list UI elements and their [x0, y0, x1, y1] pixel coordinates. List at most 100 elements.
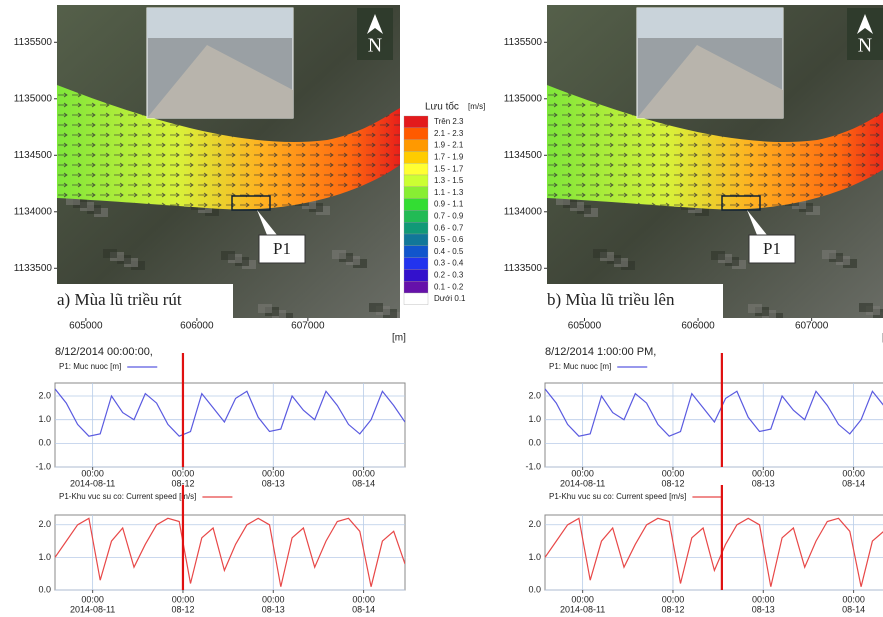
legend-label: Trên 2.3 — [434, 117, 464, 126]
x-tick-label: 00:00 — [262, 594, 285, 604]
map: N P1 a) Mùa lũ triều rút — [57, 5, 400, 318]
legend-label: P1: Muc nuoc [m] — [549, 362, 611, 371]
legend-label: 0.4 - 0.5 — [434, 247, 464, 256]
y-tick-label: 1.0 — [38, 414, 51, 424]
legend-label: 1.3 - 1.5 — [434, 176, 464, 185]
legend-label: 1.7 - 1.9 — [434, 153, 464, 162]
map-x-tick-label: 607000 — [795, 321, 829, 332]
x-tick-label: 08-12 — [661, 478, 684, 488]
north-label: N — [858, 35, 872, 57]
x-tick-label: 00:00 — [752, 594, 775, 604]
timestamp: 8/12/2014 1:00:00 PM, — [545, 346, 656, 358]
x-tick-label: 2014-08-11 — [560, 478, 605, 488]
map-x-tick-label: 607000 — [291, 321, 325, 332]
x-tick-label: 08-13 — [752, 604, 775, 614]
x-tick-label: 08-13 — [262, 478, 285, 488]
y-tick-label: -1.0 — [525, 461, 541, 471]
legend-label: 0.1 - 0.2 — [434, 282, 464, 291]
panel-label: a) Mùa lũ triều rút — [57, 290, 182, 309]
x-tick-label: 00:00 — [352, 594, 375, 604]
x-tick-label: 08-12 — [661, 604, 684, 614]
legend-label: P1-Khu vuc su co: Current speed [m/s] — [549, 492, 686, 501]
x-tick-label: 00:00 — [81, 594, 104, 604]
flow-arrows — [547, 85, 883, 210]
map-texture — [593, 249, 607, 258]
x-tick-label: 00:00 — [571, 594, 594, 604]
map-y-tick-label: 1133500 — [504, 263, 543, 274]
map-x-tick-label: 605000 — [69, 321, 103, 332]
map-texture — [369, 303, 383, 312]
north-arrow — [367, 14, 383, 34]
legend-label: Dưới 0.1 — [434, 294, 466, 303]
inset-photo-sky — [147, 8, 293, 38]
p1-marker — [721, 195, 761, 211]
x-tick-label: 08-14 — [842, 604, 865, 614]
p1-pointer — [747, 210, 767, 235]
x-tick-label: 00:00 — [842, 594, 865, 604]
x-tick-label: 2014-08-11 — [70, 478, 115, 488]
map-texture — [103, 249, 117, 258]
map-y-tick-label: 1134000 — [504, 206, 543, 217]
series-line — [55, 517, 405, 587]
series-line — [55, 388, 405, 437]
north-label: N — [368, 35, 382, 57]
x-tick-label: 00:00 — [752, 468, 775, 478]
x-tick-label: 08-12 — [171, 478, 194, 488]
map-y-tick-label: 1135000 — [14, 93, 53, 104]
map-y-tick-label: 1134500 — [504, 150, 543, 161]
legend-label: 0.7 - 0.9 — [434, 212, 464, 221]
legend-label: 1.9 - 2.1 — [434, 141, 464, 150]
map-y-tick-label: 1135500 — [504, 37, 543, 48]
panel-label: b) Mùa lũ triều lên — [547, 290, 675, 309]
legend-label: P1-Khu vuc su co: Current speed [m/s] — [59, 492, 196, 501]
y-tick-label: 2.0 — [38, 390, 51, 400]
p1-label: P1 — [273, 239, 291, 258]
legend-label: 0.5 - 0.6 — [434, 235, 464, 244]
p1-box — [748, 234, 796, 264]
map-x-unit: [m] — [392, 333, 406, 344]
map-texture — [66, 196, 80, 205]
p1-marker — [231, 195, 271, 211]
x-tick-label: 00:00 — [662, 594, 685, 604]
legend-swatch — [403, 269, 429, 282]
x-tick-label: 08-14 — [352, 478, 375, 488]
y-tick-label: 1.0 — [38, 552, 51, 562]
legend-label: 0.6 - 0.7 — [434, 223, 464, 232]
x-tick-label: 00:00 — [172, 468, 195, 478]
x-tick-label: 00:00 — [262, 468, 285, 478]
p1-box — [258, 234, 306, 264]
timestamp: 8/12/2014 00:00:00, — [55, 346, 153, 358]
y-tick-label: 1.0 — [528, 414, 541, 424]
legend-swatch — [403, 139, 429, 152]
y-tick-label: 0.0 — [528, 438, 541, 448]
map-x-tick-label: 606000 — [180, 321, 214, 332]
map-texture — [332, 250, 346, 259]
y-tick-label: 0.0 — [38, 438, 51, 448]
legend-swatch — [403, 233, 429, 246]
x-tick-label: 00:00 — [842, 468, 865, 478]
map-y-tick-label: 1133500 — [14, 263, 53, 274]
plot-area — [544, 382, 883, 468]
p1-label: P1 — [763, 239, 781, 258]
legend-swatch — [403, 127, 429, 140]
x-tick-label: 00:00 — [571, 468, 594, 478]
legend-title: Lưu tốc — [425, 101, 459, 113]
map-texture — [711, 251, 725, 260]
legend-swatch — [403, 257, 429, 270]
map-texture — [221, 251, 235, 260]
plot-area — [54, 514, 406, 591]
legend-swatch — [403, 281, 429, 294]
panel-label-box — [547, 284, 723, 318]
x-tick-label: 2014-08-11 — [560, 604, 605, 614]
inset-photo-walkway — [637, 45, 783, 118]
legend-swatch — [403, 151, 429, 164]
map: N P1 b) Mùa lũ triều lên — [547, 5, 883, 318]
map-texture — [556, 196, 570, 205]
y-tick-label: 1.0 — [528, 552, 541, 562]
legend-label: 1.5 - 1.7 — [434, 164, 464, 173]
map-y-tick-label: 1135000 — [504, 93, 543, 104]
y-tick-label: 2.0 — [528, 390, 541, 400]
x-tick-label: 08-14 — [352, 604, 375, 614]
y-tick-label: 0.0 — [38, 584, 51, 594]
